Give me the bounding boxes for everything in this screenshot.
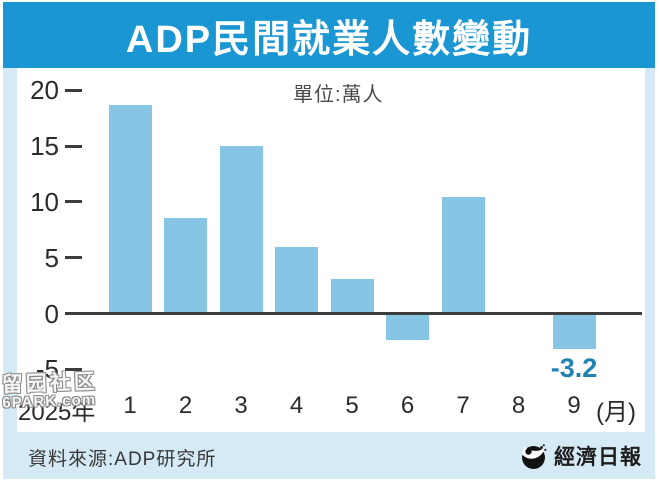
brand-name: 經濟日報	[554, 446, 642, 469]
bar-month-6	[386, 313, 429, 341]
x-axis-label-month-1: 1	[123, 392, 137, 419]
title-bar: ADP民間就業人數變動	[3, 2, 655, 68]
x-axis-label-month-5: 5	[345, 392, 359, 419]
data-label-september: -3.2	[550, 353, 598, 384]
x-axis-label-month-3: 3	[234, 392, 248, 419]
y-axis-tick-mark	[65, 367, 82, 371]
bar-month-9	[552, 313, 596, 350]
watermark: 留园社区 6PARK.com	[1, 370, 98, 412]
x-axis-label-month-9: 9	[567, 392, 581, 419]
page-title: ADP民間就業人數變動	[125, 18, 533, 61]
x-axis-label-month-6: 6	[400, 392, 415, 419]
bar-month-5	[330, 278, 374, 314]
watermark-line2: 6PARK.com	[2, 391, 97, 412]
brand-lockup: 經濟日報	[521, 441, 642, 471]
unit-label: 單位:萬人	[293, 84, 384, 106]
y-axis-tick-mark	[65, 88, 82, 92]
bar-month-7	[441, 197, 485, 314]
bar-month-3	[219, 146, 263, 314]
y-axis-tick-label: -5	[35, 354, 59, 385]
x-axis-label-month-7: 7	[456, 392, 470, 419]
x-axis-label-month-2: 2	[178, 392, 193, 419]
source-note: 資料來源:ADP研究所	[28, 449, 217, 470]
bar-month-1	[108, 104, 152, 314]
bar-month-2	[164, 217, 207, 314]
chart-panel: 單位:萬人 20 15 10 5 0 -5 1 2 3 4 5 6 7 8 9 -3.2 2025年 (月)	[17, 68, 645, 432]
y-axis-tick-label: 10	[30, 186, 59, 217]
y-axis-tick-label: 20	[30, 75, 59, 106]
x-axis-label-month-8: 8	[511, 392, 526, 419]
x-axis-unit-label: (月)	[596, 399, 636, 426]
y-axis-tick-mark	[65, 256, 82, 260]
x-axis-year-label: 2025年	[18, 399, 96, 426]
y-axis-tick-mark	[65, 200, 82, 204]
x-axis-label-month-4: 4	[289, 392, 304, 419]
y-axis-tick-label: 15	[30, 131, 59, 162]
y-axis-tick-label: 5	[44, 242, 59, 273]
economic-daily-logo-icon	[521, 443, 548, 470]
bar-month-4	[275, 246, 318, 314]
y-axis-tick-mark	[65, 144, 82, 148]
y-axis-tick-label: 0	[44, 298, 59, 329]
zero-axis-line	[65, 312, 642, 315]
